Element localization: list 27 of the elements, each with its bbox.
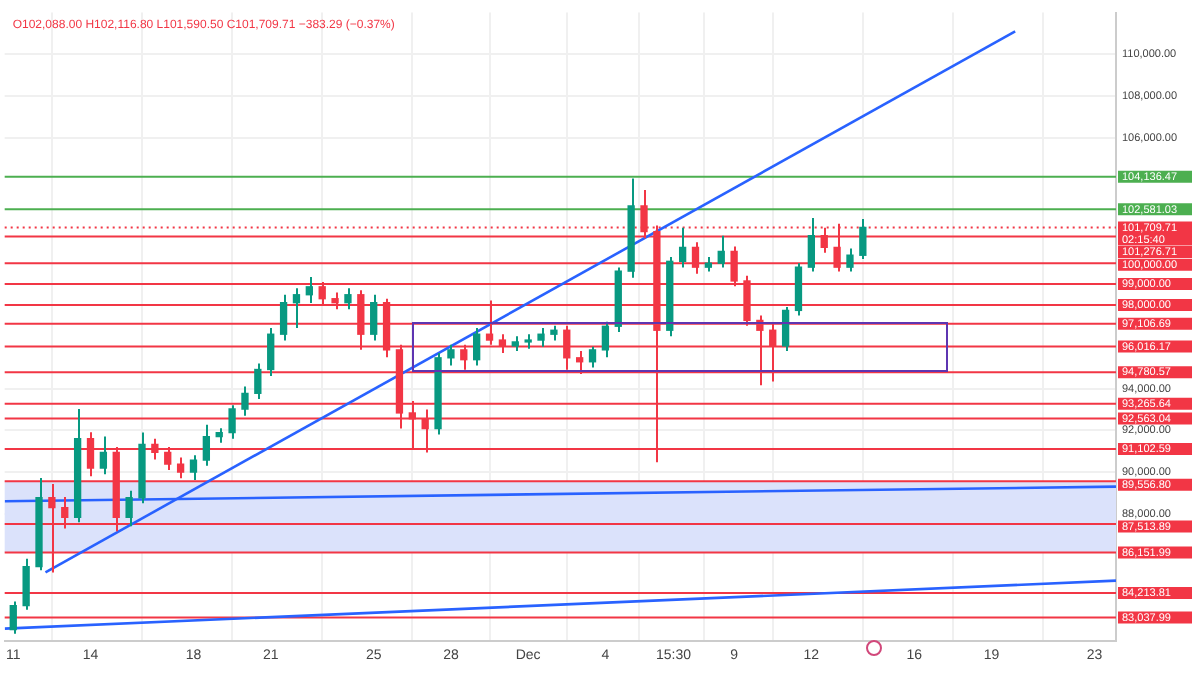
candlestick (125, 489, 133, 528)
candlestick (537, 326, 545, 348)
candlestick (9, 600, 17, 635)
candlestick (254, 362, 262, 400)
candlestick (202, 423, 211, 467)
candlestick (228, 404, 236, 440)
candlestick (305, 275, 313, 304)
candlestick (588, 345, 597, 369)
candlestick (22, 557, 30, 611)
candlestick (241, 385, 249, 417)
candlestick (846, 247, 854, 273)
candlestick (678, 226, 687, 269)
candlestick (292, 287, 301, 329)
candlestick (601, 320, 610, 359)
candlestick (344, 287, 352, 311)
candlestick (807, 216, 816, 273)
candlestick (794, 262, 803, 317)
candlestick (781, 306, 790, 352)
candlestick (267, 326, 275, 377)
candlestick (99, 435, 108, 476)
candlestick (473, 326, 481, 367)
candlestick (370, 293, 378, 342)
candlestick (189, 454, 198, 481)
candlestick (717, 234, 725, 269)
candlestick (279, 293, 288, 342)
candlestick (447, 343, 455, 367)
candlestick (859, 218, 867, 261)
